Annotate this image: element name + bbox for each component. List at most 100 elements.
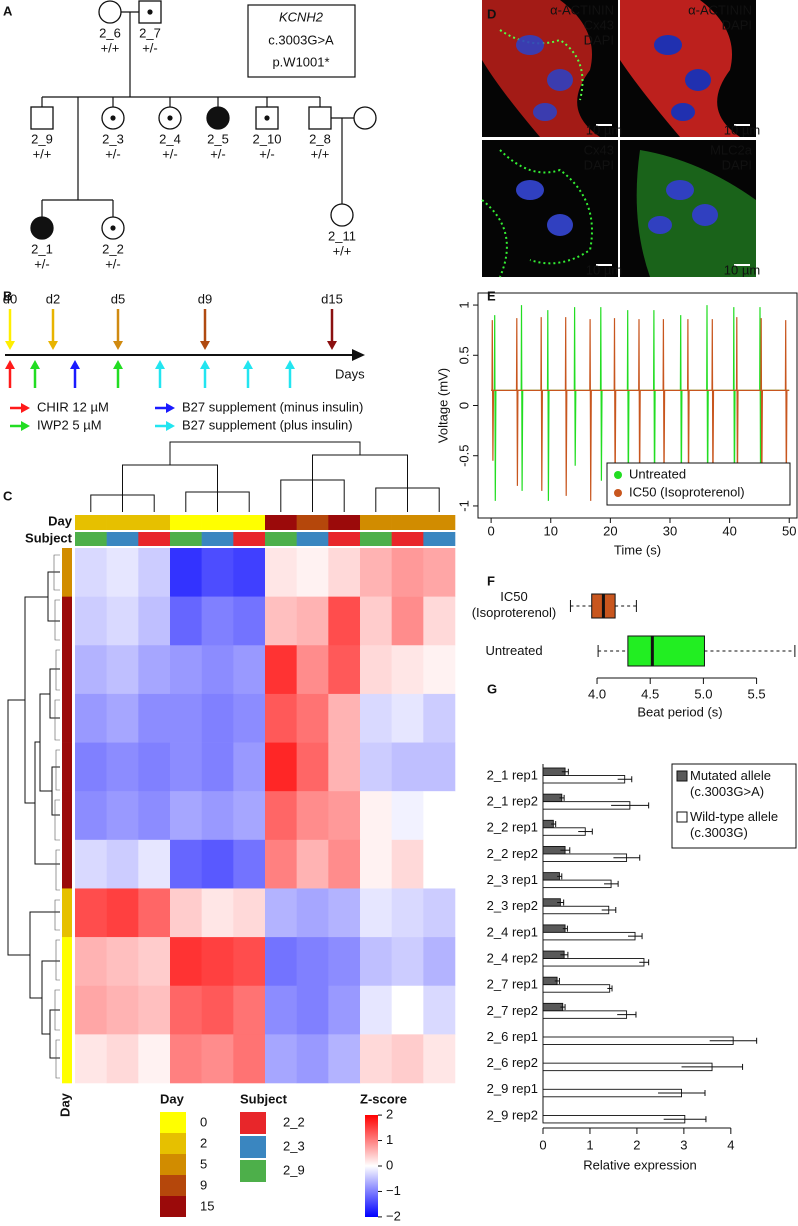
day-annotation bbox=[360, 515, 392, 530]
legend-label: 5 bbox=[200, 1156, 207, 1171]
heatmap-cell bbox=[423, 937, 456, 987]
genotype: +/+ bbox=[33, 146, 52, 161]
day-annotation bbox=[106, 515, 139, 530]
x-tick-label: 2 bbox=[633, 1137, 640, 1152]
category-label: 2_4 rep2 bbox=[487, 950, 538, 965]
legend-swatch bbox=[160, 1112, 186, 1133]
y-tick-label: -1 bbox=[456, 500, 471, 512]
x-tick-label: 50 bbox=[782, 523, 796, 538]
arrow-head bbox=[70, 360, 80, 369]
day-arrow bbox=[327, 309, 337, 350]
category-label: Untreated bbox=[485, 643, 543, 658]
legend-label: 9 bbox=[200, 1177, 207, 1192]
heatmap-cell bbox=[328, 596, 361, 646]
heatmap-cell bbox=[106, 693, 139, 743]
heatmap-cell bbox=[360, 596, 392, 646]
row-day-annotation bbox=[62, 742, 72, 792]
day-label: d0 bbox=[3, 291, 17, 306]
legend-marker bbox=[614, 489, 622, 497]
panel-label: F bbox=[487, 573, 495, 588]
timeline-axis-label: Days bbox=[335, 366, 365, 381]
bar bbox=[542, 1002, 564, 1012]
day-annotation bbox=[265, 515, 297, 530]
heatmap-cell bbox=[201, 693, 234, 743]
heatmap-cell bbox=[296, 596, 329, 646]
heatmap-cell bbox=[391, 596, 424, 646]
heatmap-cell bbox=[201, 645, 234, 695]
bar bbox=[542, 984, 611, 993]
pedigree-lines bbox=[41, 4, 356, 217]
legend-label: 0 bbox=[200, 1114, 207, 1129]
genotype: +/- bbox=[105, 256, 121, 271]
panel-label: G bbox=[487, 681, 497, 696]
subject-annotation bbox=[423, 532, 456, 546]
day-label: d9 bbox=[198, 291, 212, 306]
heatmap-cell bbox=[106, 791, 139, 841]
stain-label: DAPI bbox=[722, 157, 752, 172]
heatmap-cell bbox=[233, 937, 266, 987]
arrow-head bbox=[21, 421, 30, 431]
subject-annotation bbox=[360, 532, 392, 546]
bar bbox=[542, 958, 645, 967]
heatmap-cell bbox=[265, 1034, 297, 1084]
row-day-annotation bbox=[62, 888, 72, 938]
arrow-head bbox=[327, 341, 337, 350]
stain-label: Cx43 bbox=[584, 142, 614, 157]
heatmap-cell bbox=[328, 693, 361, 743]
heatmap-cell bbox=[328, 548, 361, 597]
x-axis-label: Relative expression bbox=[583, 1157, 696, 1172]
bar bbox=[542, 1114, 686, 1124]
heatmap-cell bbox=[328, 888, 361, 938]
heatmap-cell bbox=[423, 791, 456, 841]
subject-annotation bbox=[233, 532, 266, 546]
category-label: IC50 (Isoproterenol) bbox=[471, 589, 557, 620]
heatmap-cell bbox=[328, 742, 361, 792]
x-tick-label: 30 bbox=[663, 523, 677, 538]
heatmap-cell bbox=[360, 742, 392, 792]
panel-label: C bbox=[3, 488, 13, 503]
heatmap-cell bbox=[170, 937, 202, 987]
colorbar-tick-label: 2 bbox=[386, 1107, 393, 1122]
bar bbox=[542, 767, 566, 776]
heatmap-cell bbox=[328, 645, 361, 695]
bar bbox=[542, 1010, 628, 1019]
arrow-head bbox=[113, 341, 123, 350]
stain-label: DAPI bbox=[584, 32, 614, 47]
heatmap-cell bbox=[138, 791, 171, 841]
individual-id: 2_1 bbox=[31, 241, 53, 256]
heatmap-cell bbox=[138, 937, 171, 987]
arrow-head bbox=[166, 403, 175, 413]
heatmap-cell bbox=[391, 888, 424, 938]
row-day-annotation bbox=[62, 839, 72, 889]
heatmap-cell bbox=[170, 1034, 202, 1084]
heatmap-cell bbox=[75, 985, 107, 1035]
day-label: d5 bbox=[111, 291, 125, 306]
legend-arrow bbox=[10, 403, 30, 413]
heatmap-cell bbox=[201, 742, 234, 792]
legend-swatch bbox=[240, 1136, 266, 1158]
row-day-annotation bbox=[62, 791, 72, 841]
subject-annotation bbox=[201, 532, 234, 546]
day-arrow bbox=[48, 309, 58, 350]
heatmap-cell bbox=[75, 791, 107, 841]
legend-title: Z-score bbox=[360, 1091, 407, 1106]
heatmap-cell bbox=[391, 742, 424, 792]
arrow-head bbox=[243, 360, 253, 369]
voltage-trace bbox=[491, 305, 790, 501]
day-annotation bbox=[391, 515, 424, 530]
cdna-change: c.3003G>A bbox=[268, 32, 334, 47]
category-label: 2_3 rep2 bbox=[487, 898, 538, 913]
genotype: +/- bbox=[142, 40, 158, 55]
bar bbox=[542, 1036, 734, 1045]
row-day-annotation bbox=[62, 693, 72, 743]
female-symbol bbox=[206, 106, 230, 130]
day-annotation bbox=[201, 515, 234, 530]
row-annotation-label: Day bbox=[57, 1092, 72, 1117]
heatmap-cell bbox=[106, 985, 139, 1035]
legend-label: IC50 (Isoproterenol) bbox=[629, 484, 745, 499]
individual-id: 2_6 bbox=[99, 25, 121, 40]
genotype: +/- bbox=[162, 146, 178, 161]
heatmap-cell bbox=[75, 888, 107, 938]
heatmap-cell bbox=[106, 742, 139, 792]
